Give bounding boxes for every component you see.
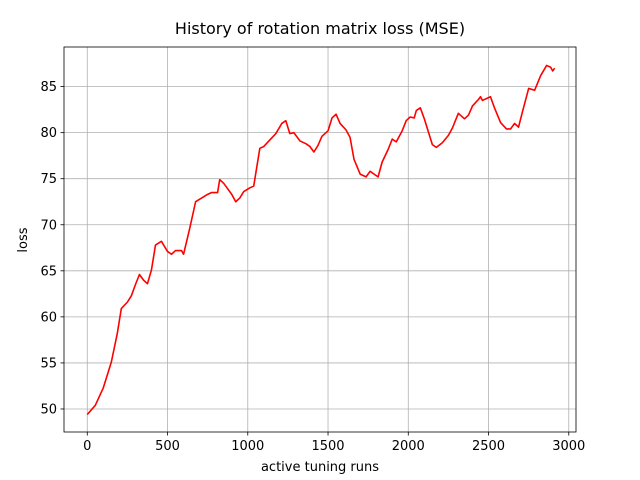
y-tick-label: 85	[40, 80, 57, 95]
y-tick-label: 65	[40, 264, 57, 279]
x-tick-label: 3000	[552, 439, 585, 454]
y-tick-label: 50	[40, 402, 57, 417]
y-tick-label: 75	[40, 172, 57, 187]
y-tick-label: 70	[40, 218, 57, 233]
x-tick-label: 500	[155, 439, 180, 454]
y-tick-label: 80	[40, 126, 57, 141]
x-tick-label: 1500	[311, 439, 344, 454]
plot-frame	[63, 46, 577, 433]
x-axis-label: active tuning runs	[261, 460, 379, 475]
chart-title: History of rotation matrix loss (MSE)	[175, 19, 465, 38]
x-tick-label: 0	[83, 439, 91, 454]
y-tick-label: 55	[40, 356, 57, 371]
data-line	[86, 64, 556, 416]
x-tick-label: 2500	[472, 439, 505, 454]
y-axis-label: loss	[16, 227, 31, 252]
x-tick-label: 1000	[231, 439, 264, 454]
x-tick-label: 2000	[392, 439, 425, 454]
y-tick-label: 60	[40, 310, 57, 325]
